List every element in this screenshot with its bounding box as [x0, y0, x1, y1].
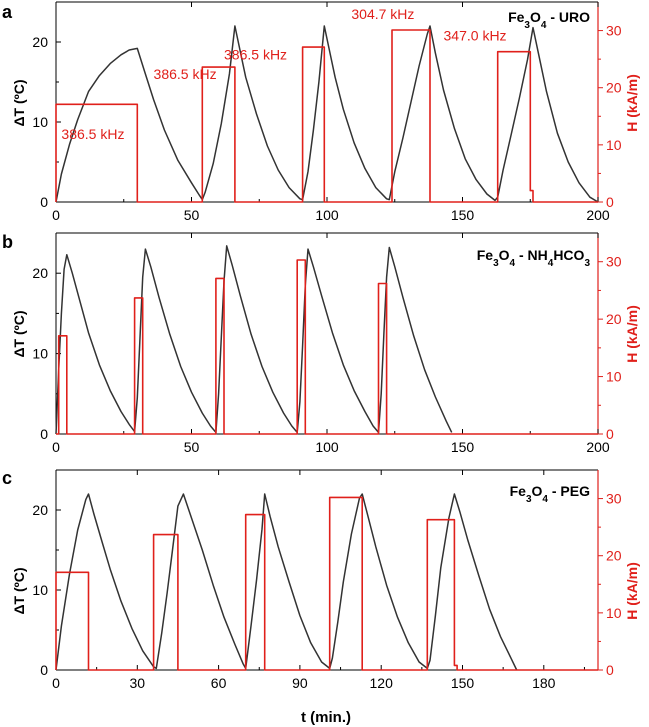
temperature-series-line [55, 493, 518, 671]
y-axis-label-right: H (kA/m) [624, 562, 640, 620]
x-tick-label: 100 [315, 207, 339, 223]
y-tick-label-right: 0 [606, 662, 614, 678]
frequency-annotation: 304.7 kHz [351, 6, 414, 22]
x-tick-label: 150 [451, 675, 475, 691]
y-tick-label-right: 10 [606, 605, 622, 621]
panel-a: a ΔT (ºC) H (kA/m) Fe3O4 - URO 0 50 100 150… [2, 1, 640, 223]
field-series-line [55, 496, 598, 671]
x-tick-label: 180 [532, 675, 556, 691]
y-axis-label-left: ΔT (ºC) [11, 567, 27, 614]
panel-letter: a [2, 2, 13, 22]
y-axis-label-left: ΔT (ºC) [11, 310, 27, 357]
x-tick-label: 150 [451, 207, 475, 223]
x-tick-label: 100 [315, 439, 339, 455]
x-tick-label: 30 [130, 675, 146, 691]
frequency-annotation: 386.5 kHz [61, 126, 124, 142]
x-tick-label: 60 [211, 675, 227, 691]
x-tick-label: 50 [184, 207, 200, 223]
panel-letter: b [2, 232, 13, 252]
y-tick-label-right: 10 [606, 369, 622, 385]
sample-label: Fe3O4 - URO [508, 9, 590, 31]
frequency-annotation: 386.5 kHz [224, 47, 287, 63]
panel-c: c ΔT (ºC) H (kA/m) Fe3O4 - PEG t (min.) … [2, 468, 640, 726]
frequency-annotation: 386.5 kHz [154, 66, 217, 82]
x-tick-label: 200 [586, 439, 610, 455]
y-tick-label-right: 0 [606, 426, 614, 442]
field-series-line [55, 29, 598, 203]
y-tick-label-right: 10 [606, 137, 622, 153]
y-tick-label-left: 20 [32, 34, 48, 50]
x-tick-label: 0 [52, 675, 60, 691]
y-tick-label-right: 20 [606, 311, 622, 327]
y-tick-label-left: 10 [32, 346, 48, 362]
y-tick-label-left: 0 [40, 194, 48, 210]
x-tick-label: 0 [52, 439, 60, 455]
x-axis-label: t (min.) [301, 709, 351, 726]
x-tick-label: 50 [184, 439, 200, 455]
frequency-annotation: 347.0 kHz [444, 27, 507, 43]
y-axis-label-right: H (kA/m) [624, 305, 640, 363]
panel-b: b ΔT (ºC) H (kA/m) Fe3O4 - NH4HCO3 0 50 10… [2, 232, 640, 455]
y-axis-label-left: ΔT (ºC) [11, 79, 27, 126]
y-tick-label-right: 0 [606, 194, 614, 210]
y-tick-label-right: 30 [606, 23, 622, 39]
x-tick-label: 90 [292, 675, 308, 691]
y-tick-label-left: 10 [32, 582, 48, 598]
sample-label: Fe3O4 - NH4HCO3 [477, 247, 591, 269]
y-tick-label-left: 0 [40, 662, 48, 678]
y-tick-label-left: 10 [32, 114, 48, 130]
y-tick-label-right: 30 [606, 491, 622, 507]
temperature-series-line [55, 245, 453, 435]
y-tick-label-left: 0 [40, 426, 48, 442]
y-tick-label-right: 20 [606, 80, 622, 96]
y-tick-label-right: 30 [606, 254, 622, 270]
field-series-line [56, 259, 598, 435]
panel-letter: c [2, 468, 12, 488]
x-tick-label: 150 [451, 439, 475, 455]
sample-label: Fe3O4 - PEG [510, 483, 590, 505]
y-tick-label-left: 20 [32, 265, 48, 281]
y-tick-label-right: 20 [606, 548, 622, 564]
x-tick-label: 120 [370, 675, 394, 691]
y-axis-label-right: H (kA/m) [624, 74, 640, 132]
temperature-series-line [55, 25, 599, 203]
x-tick-label: 200 [586, 207, 610, 223]
x-tick-label: 0 [52, 207, 60, 223]
y-tick-label-left: 20 [32, 502, 48, 518]
